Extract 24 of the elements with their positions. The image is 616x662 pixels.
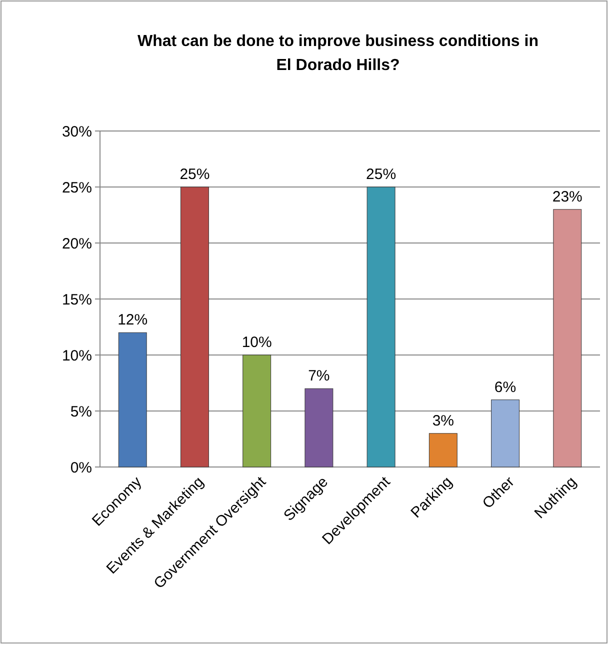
y-tick-label: 0%	[70, 459, 92, 476]
chart-title: What can be done to improve business conditions in El Dorado Hills?	[138, 33, 538, 74]
data-label: 6%	[494, 378, 516, 396]
bar	[428, 433, 458, 468]
bar	[180, 186, 209, 468]
y-tick-label: 25%	[62, 179, 92, 196]
bar	[118, 332, 147, 468]
y-tick-label: 20%	[62, 235, 92, 252]
data-label: 7%	[308, 368, 330, 385]
data-label: 12%	[118, 312, 148, 329]
y-tick-label: 15%	[62, 291, 92, 308]
bar	[242, 354, 272, 468]
y-tick-label: 5%	[70, 403, 92, 420]
data-label: 25%	[180, 166, 210, 183]
bar	[366, 186, 396, 468]
bar	[491, 400, 520, 468]
data-label: 23%	[552, 188, 582, 206]
data-label: 10%	[242, 334, 272, 351]
bar	[553, 209, 582, 468]
y-tick-label: 30%	[62, 123, 92, 140]
data-label: 3%	[432, 412, 454, 430]
data-label: 25%	[366, 166, 396, 183]
y-tick-label: 10%	[62, 347, 92, 364]
bar	[304, 388, 334, 468]
